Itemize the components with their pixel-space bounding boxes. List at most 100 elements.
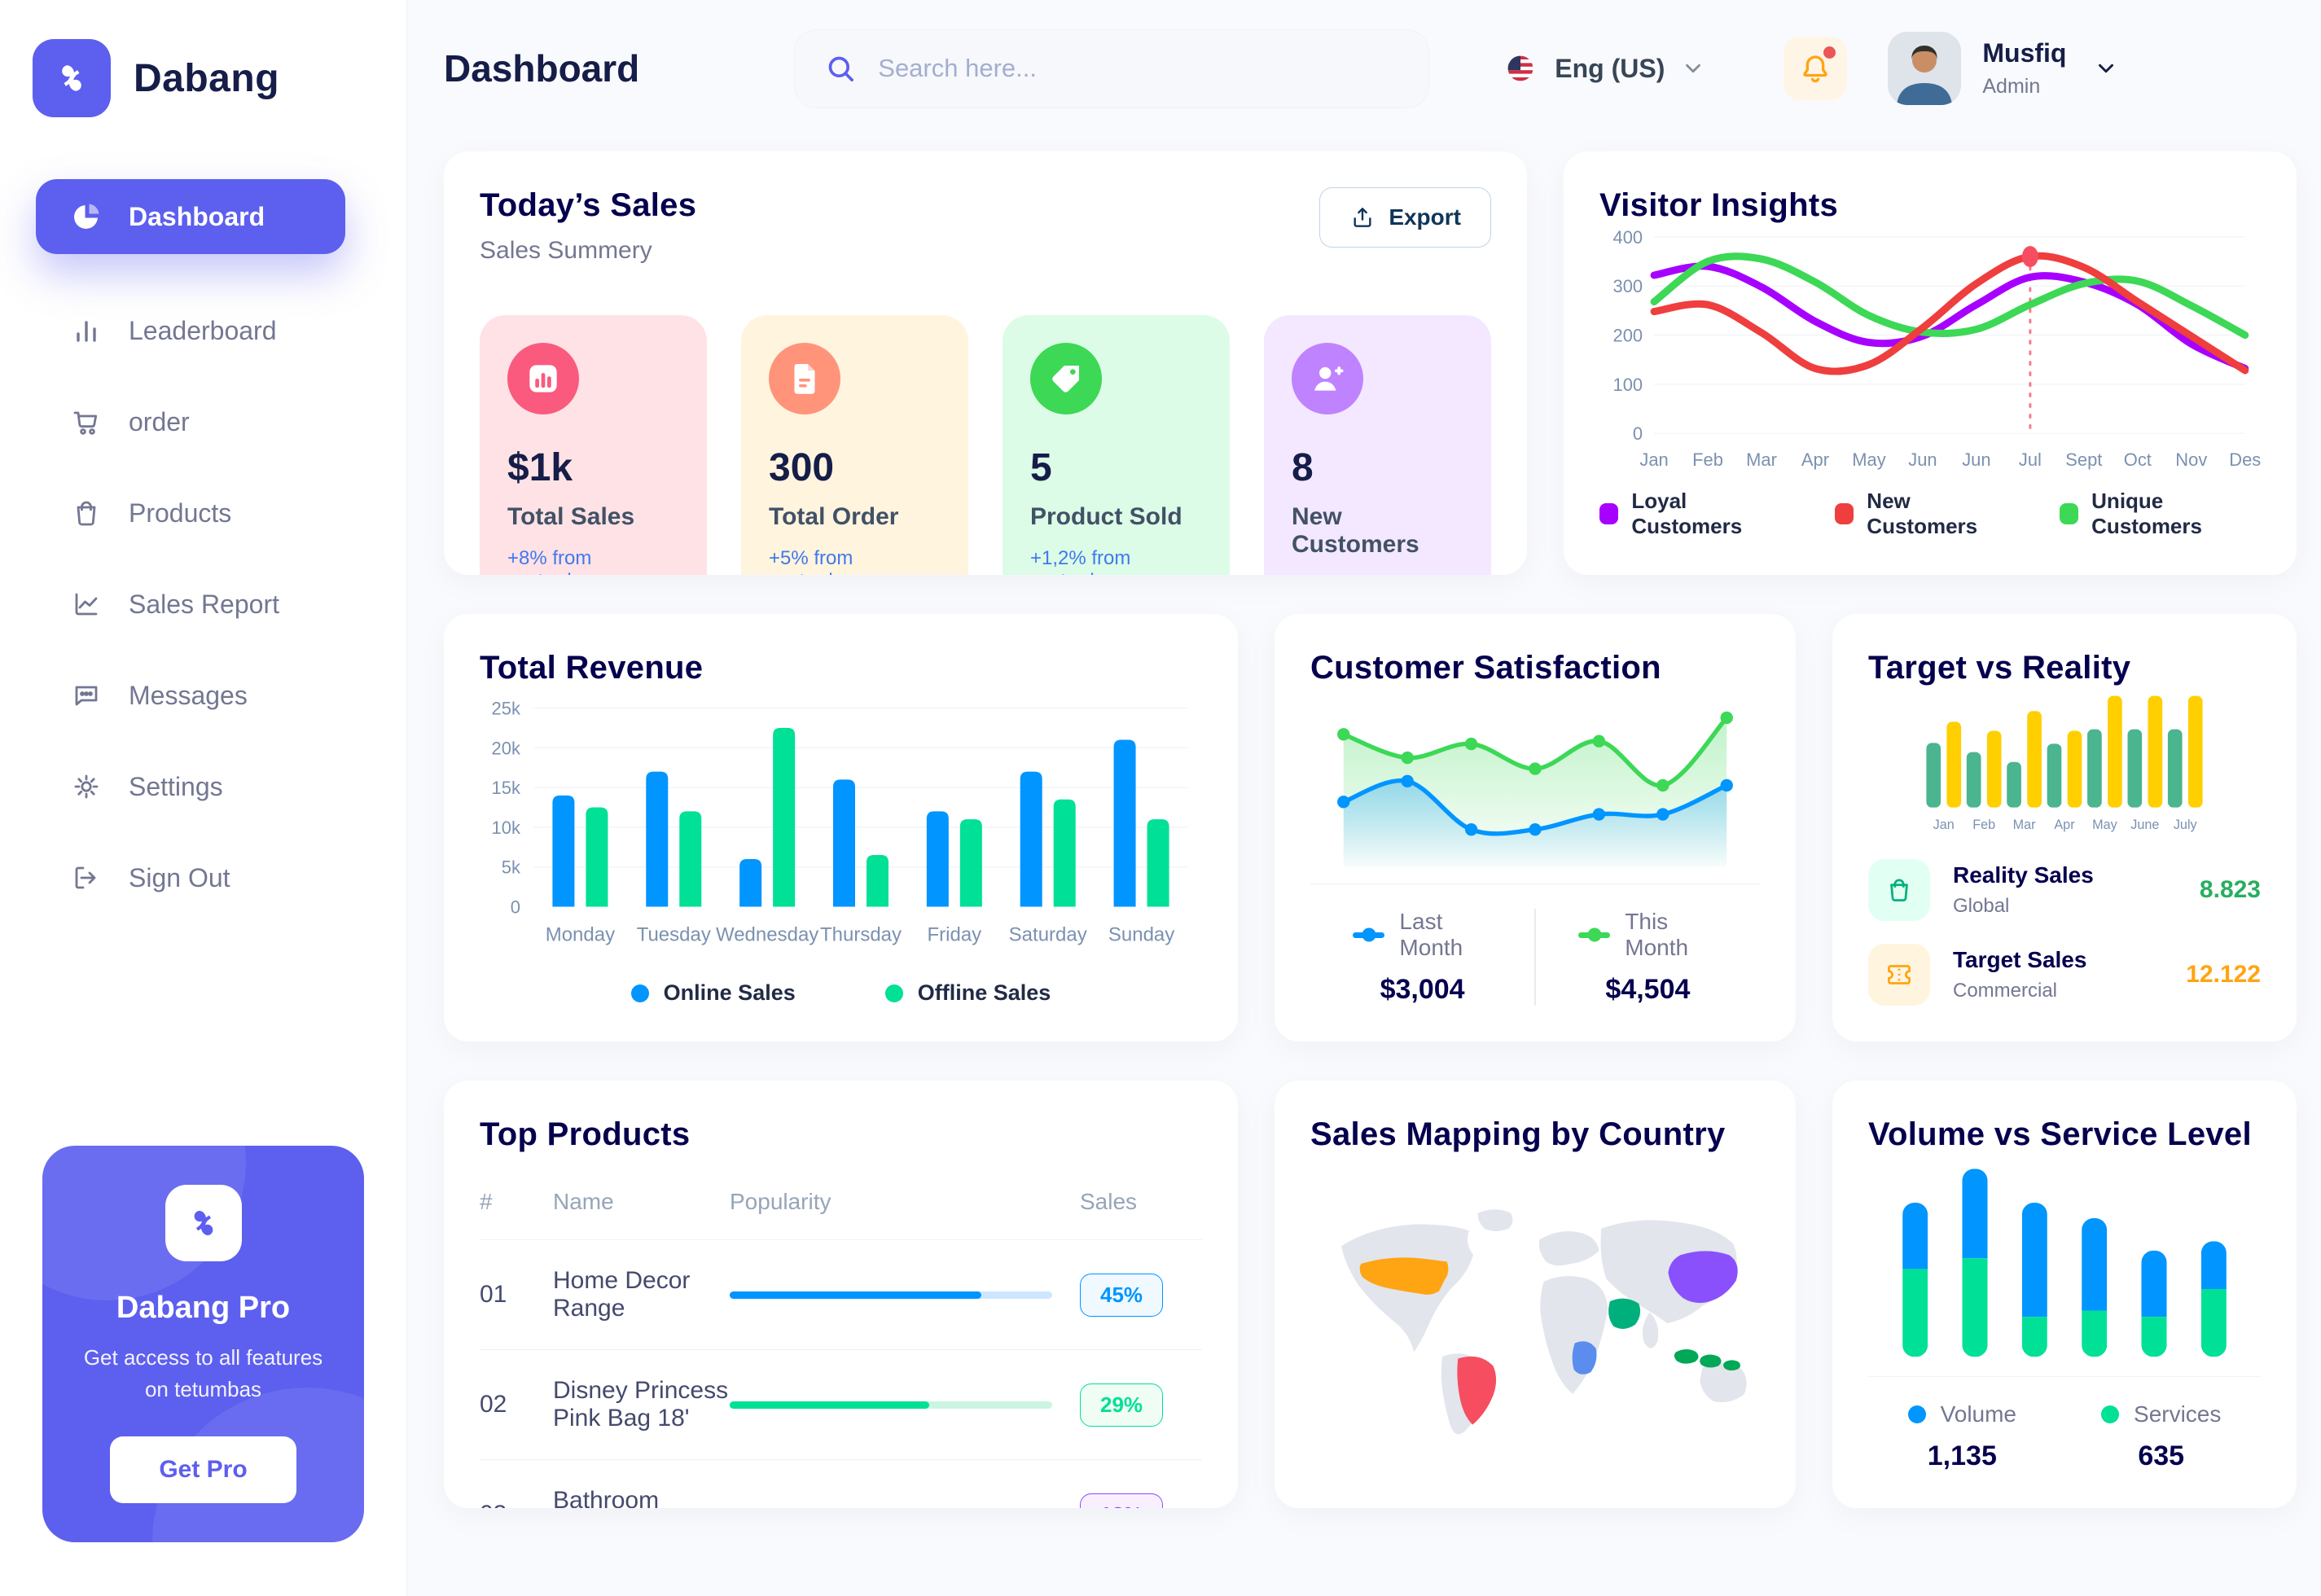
svg-text:300: 300 [1613,276,1643,296]
legend-value: 635 [2138,1440,2185,1471]
svg-text:Monday: Monday [546,924,615,946]
customer-satisfaction-chart [1310,686,1760,872]
page-title: Dashboard [444,47,640,90]
todays-sales-titles: Today’s Sales Sales Summery [480,187,696,265]
pro-glyph [194,1210,213,1236]
legend-item-services: Services 635 [2059,1401,2263,1472]
profile-menu[interactable]: Musfiq Admin [1888,32,2118,105]
column-header-name: Name [553,1189,614,1214]
map-country-dr-congo[interactable] [1572,1341,1597,1375]
search-input[interactable] [878,54,1400,83]
svg-text:Sept: Sept [2065,449,2102,470]
svg-text:Feb: Feb [1972,818,1995,832]
notifications-button[interactable] [1784,37,1848,100]
bell-icon [1803,55,1828,83]
bar-offline-saturday [1053,799,1076,907]
bar-reality-jan [1926,743,1941,808]
volume-service-svg [1902,1168,2227,1357]
product-rank: 02 [480,1391,507,1418]
stat-value: $1k [507,446,573,489]
map-country-usa[interactable] [1359,1257,1449,1295]
legend-item-volume: Volume 1,135 [1866,1401,2059,1472]
column-header-sales: Sales [1080,1189,1138,1214]
export-label: Export [1389,204,1461,230]
map-country-saudi-arabia[interactable] [1608,1298,1641,1329]
sidebar-item-sales-report[interactable]: Sales Report [36,567,345,642]
pro-logo-icon [165,1185,242,1261]
sidebar-item-sign-out[interactable]: Sign Out [36,840,345,915]
legend-label: New Customers [1867,489,1978,538]
stat-icon [1292,343,1363,414]
legend-sublabel: Global [1953,895,2010,917]
bar-offline-wednesday [773,727,796,907]
legend-label: Loyal Customers [1631,489,1743,538]
stat-label: Total Sales [507,503,635,530]
total-revenue-chart: 0 5k 10k 15k 20k 25k Monday Tuesday Wednesday Thu… [480,686,1202,971]
map-country-china[interactable] [1668,1251,1738,1304]
search-box[interactable] [794,28,1430,108]
legend-dot [884,984,903,1002]
svg-text:Mar: Mar [1746,449,1777,470]
sidebar-item-label: order [129,406,190,436]
stat-icon [769,343,840,414]
card-title: Target vs Reality [1868,650,2131,686]
legend-item-last-month: Last Month $3,004 [1310,909,1534,1006]
legend-item-online-sales: Online Sales [630,980,796,1006]
world-map [1310,1161,1760,1472]
stat-cards: $1k Total Sales +8% from yesterday 300 Total… [480,315,1491,575]
bar-online-thursday [833,779,855,907]
bar-target-jan [1946,721,1962,808]
legend-dot [1362,927,1376,942]
bar-online-saturday [1020,771,1042,907]
legend-label: Target Sales [1953,947,2087,972]
product-name: Bathroom Essentials [553,1487,660,1508]
legend-row: Volume [1907,1401,2016,1427]
language-selector[interactable]: Eng (US) [1503,50,1705,86]
map-country-brazil[interactable] [1457,1356,1497,1425]
map-country-indonesia[interactable] [1674,1349,1740,1371]
order-file-icon [794,363,815,394]
bar-volume-4 [2082,1217,2108,1311]
svg-text:Tuesday: Tuesday [637,924,711,946]
sidebar-item-dashboard[interactable]: Dashboard [36,179,345,254]
legend-item-unique-customers: Unique Customers [2059,489,2261,539]
stat-delta: +5% from yesterday [769,547,853,575]
popularity-bar [730,1401,1052,1409]
sidebar-item-products[interactable]: Products [36,476,345,550]
svg-text:May: May [1852,449,1885,470]
row-2: Total Revenue 0 5k 10k 15k 20k 25k Monday Tuesd… [444,614,2297,1041]
sidebar-item-settings[interactable]: Settings [36,749,345,824]
export-button[interactable]: Export [1319,187,1491,248]
get-pro-button[interactable]: Get Pro [110,1436,296,1503]
us-flag-icon [1507,55,1533,81]
bar-online-friday [926,811,949,907]
legend-line-dot [1353,927,1385,942]
stat-delta: +8% from yesterday [507,547,592,575]
legend-dot [2101,1405,2120,1423]
legend-label: Reality Sales [1953,862,2094,888]
bar-volume-5 [2141,1250,2167,1318]
bar-reality-july [2167,729,2183,808]
sidebar-nav: Dashboard Leaderboard order Products Sales R… [0,179,406,915]
table-row: 02 Disney Princess Pink Bag 18' 29% [480,1349,1202,1459]
sidebar-item-order[interactable]: order [36,384,345,459]
pro-title: Dabang Pro [116,1291,291,1325]
bar-reality-mar [2007,761,2021,808]
column-header-: # [480,1189,493,1214]
main-content: Dashboard [407,0,2321,1596]
bar-target-feb [1986,730,2002,808]
bar-reality-june [2127,729,2143,808]
bar-offline-thursday [867,855,888,907]
sidebar-item-messages[interactable]: Messages [36,658,345,733]
new-customer-icon [1314,366,1344,391]
messages-icon [75,686,98,706]
brand-glyph [62,65,81,91]
bar-target-mar [2027,711,2042,808]
sidebar-item-leaderboard[interactable]: Leaderboard [36,293,345,368]
svg-text:10k: 10k [492,818,521,838]
bar-target-apr [2067,730,2082,808]
bar-target-june [2148,695,2163,808]
table-body: 01 Home Decor Range 45% 02 Disney Princess P… [480,1239,1202,1508]
